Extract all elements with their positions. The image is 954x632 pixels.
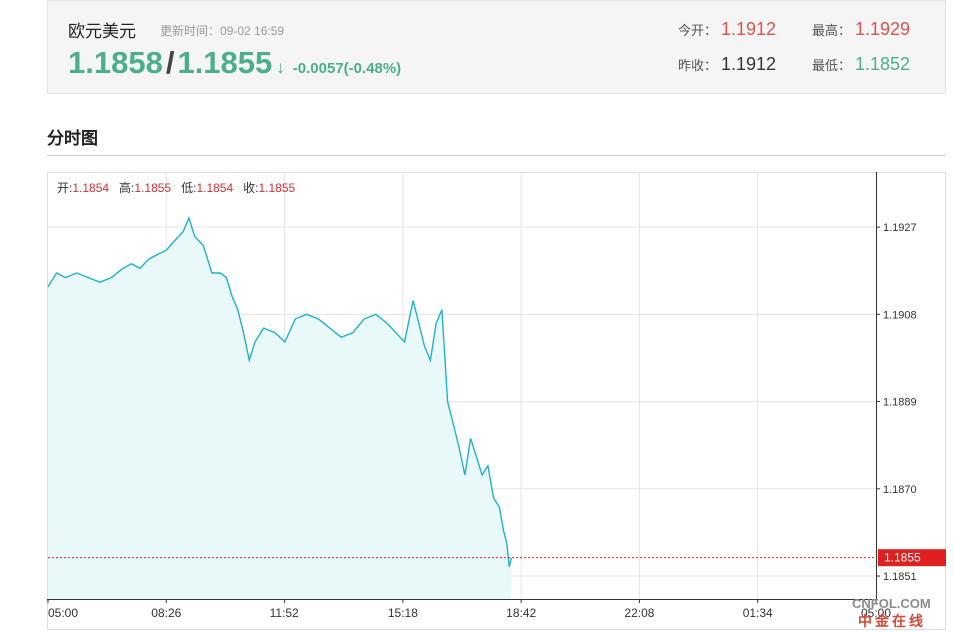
section-title: 分时图 [47,129,98,148]
ohlc-open-label: 开: [57,181,72,195]
update-time-label: 更新时间： [160,24,221,38]
price-line [47,215,513,568]
time-tick-label: 15:18 [388,606,418,620]
low-field: 最低： 1.1852 [812,54,910,75]
update-time: 更新时间：09-02 16:59 [160,22,284,39]
price-tick-label: 1.1889 [883,397,917,409]
watermark-logo: CNFOL.COM 中金在线 [852,596,931,629]
prev-close-label: 昨收： [678,58,718,73]
high-value: 1.1929 [855,19,911,39]
prev-close-field: 昨收： 1.1912 [678,54,776,75]
high-field: 最高： 1.1929 [812,19,910,40]
time-tick-label: 01:34 [743,606,773,620]
high-label: 最高： [812,23,852,38]
watermark-line1: CNFOL.COM [852,596,931,611]
time-axis: 05:00 08:26 11:52 15:18 18:42 22:08 01:34 05:00 [47,599,891,620]
quote-panel: 欧元美元 更新时间：09-02 16:59 1.1858/1.1855 ↓ -0.0… [47,0,946,94]
time-tick-label: 11:52 [270,606,299,620]
ohlc-high-label: 高: [119,180,134,195]
ohlc-open-value: 1.1854 [72,181,109,195]
ohlc-close-label: 收: [243,181,258,195]
price-change: -0.0057(-0.48%) [292,60,402,77]
ohlc-low-value: 1.1854 [196,181,233,195]
time-tick-label: 08:26 [151,606,181,620]
open-label: 今开： [678,23,718,38]
time-tick-label: 05:00 [861,606,891,620]
price-tick-label: 1.1870 [883,484,917,496]
open-field: 今开： 1.1912 [678,19,776,40]
watermark-line2: 中金在线 [858,613,926,629]
price-area-fill [48,217,512,599]
bid-price: 1.1858 [68,45,163,80]
last-price-tag [878,549,946,567]
price-row: 1.1858/1.1855 ↓ -0.0057(-0.48%) [68,45,401,81]
update-time-value: 09-02 16:59 [220,24,285,38]
time-tick-label: 22:08 [624,606,654,620]
ohlc-readout: 开:1.1854 高:1.1855 低:1.1854 收:1.1855 [57,180,296,195]
ohlc-low-label: 低: [181,181,196,195]
ask-price: 1.1855 [177,45,273,80]
last-price-tag-label: 1.1855 [884,551,921,565]
down-arrow-icon: ↓ [276,58,285,77]
ohlc-high-value: 1.1855 [134,181,171,195]
open-value: 1.1912 [721,19,777,39]
price-tick-label: 1.1927 [883,222,917,234]
price-tick-label: 1.1908 [883,309,917,321]
time-tick-label: 05:00 [48,606,78,620]
low-label: 最低： [812,58,852,73]
instrument-name: 欧元美元 [68,22,136,41]
plot-frame [47,172,946,630]
section-divider [47,155,946,156]
low-value: 1.1852 [855,54,911,74]
price-tick-label: 1.1851 [883,571,917,583]
price-axis: 1.1927 1.1908 1.1889 1.1870 1.1851 [876,222,917,583]
time-tick-label: 18:42 [506,606,536,620]
ohlc-close-value: 1.1855 [258,181,295,195]
prev-close-value: 1.1912 [721,54,777,74]
price-separator: / [165,45,175,80]
